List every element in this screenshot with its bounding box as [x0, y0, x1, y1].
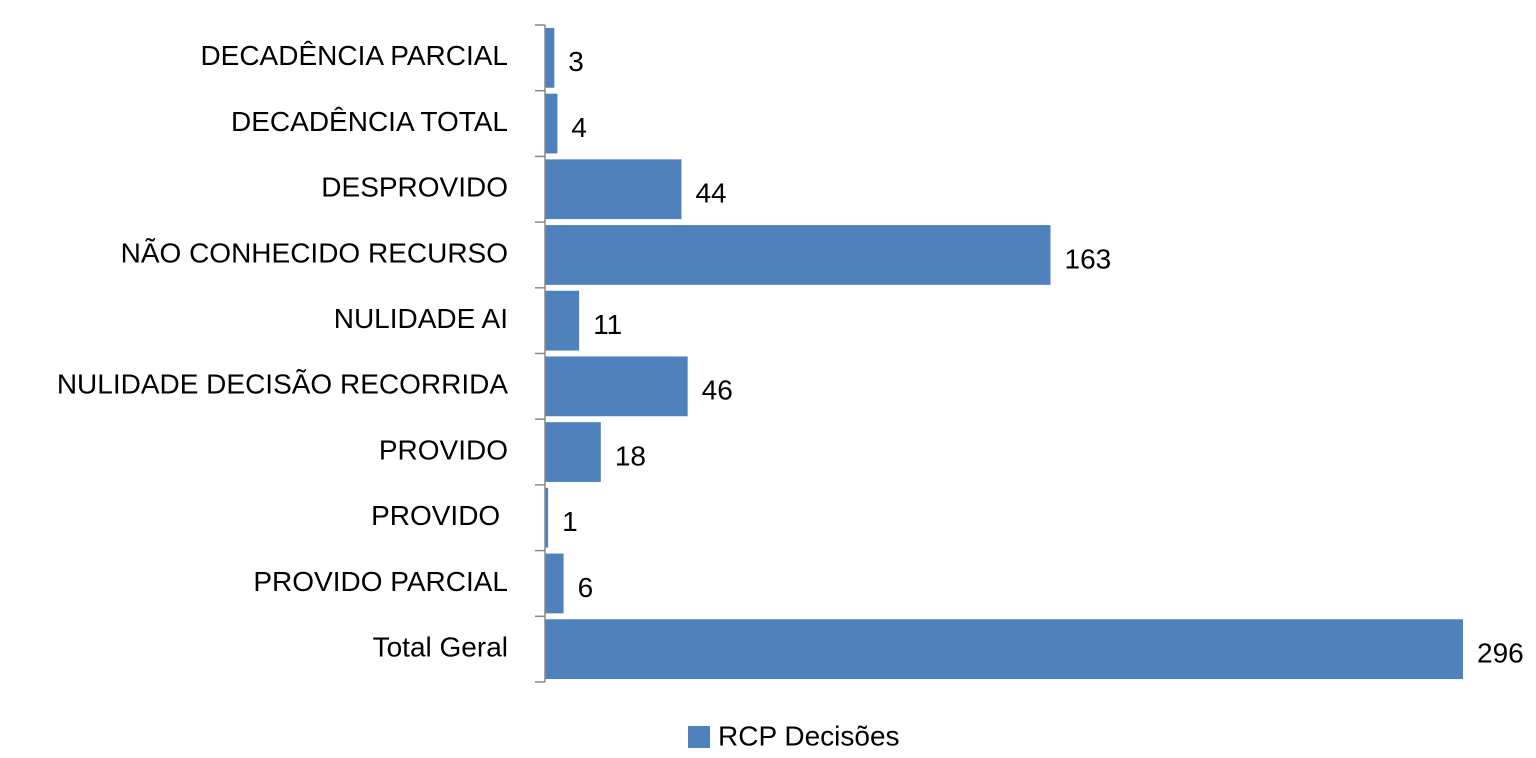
bar — [545, 422, 601, 482]
data-label: 44 — [695, 178, 726, 209]
y-tick-label: NULIDADE DECISÃO RECORRIDA — [57, 369, 509, 400]
y-tick-label: DECADÊNCIA PARCIAL — [200, 40, 508, 71]
y-tick-label: Total Geral — [373, 632, 508, 663]
legend-swatch — [688, 726, 710, 748]
data-label: 296 — [1477, 638, 1524, 669]
data-label: 46 — [702, 375, 733, 406]
bar — [545, 159, 682, 220]
data-label: 163 — [1065, 243, 1112, 274]
bar — [545, 225, 1051, 285]
y-tick-label: DECADÊNCIA TOTAL — [231, 106, 508, 137]
legend-label: RCP Decisões — [718, 720, 900, 751]
y-tick-label: PROVIDO — [371, 500, 508, 531]
bar — [545, 93, 558, 154]
data-label: 1 — [562, 506, 578, 537]
bar — [545, 487, 549, 548]
data-label: 3 — [568, 46, 584, 77]
bar — [545, 553, 564, 614]
bar — [545, 27, 555, 88]
y-tick-label: NÃO CONHECIDO RECURSO — [121, 237, 508, 268]
bar — [545, 356, 688, 417]
bar — [545, 290, 580, 351]
y-tick-label: PROVIDO — [379, 434, 508, 465]
data-label: 6 — [578, 572, 594, 603]
data-label: 4 — [571, 112, 587, 143]
data-label: 18 — [615, 440, 646, 471]
y-tick-label: PROVIDO PARCIAL — [253, 566, 508, 597]
y-tick-label: DESPROVIDO — [321, 172, 508, 203]
y-tick-label: NULIDADE AI — [334, 303, 508, 334]
data-label: 11 — [593, 309, 622, 340]
bar — [545, 619, 1463, 680]
